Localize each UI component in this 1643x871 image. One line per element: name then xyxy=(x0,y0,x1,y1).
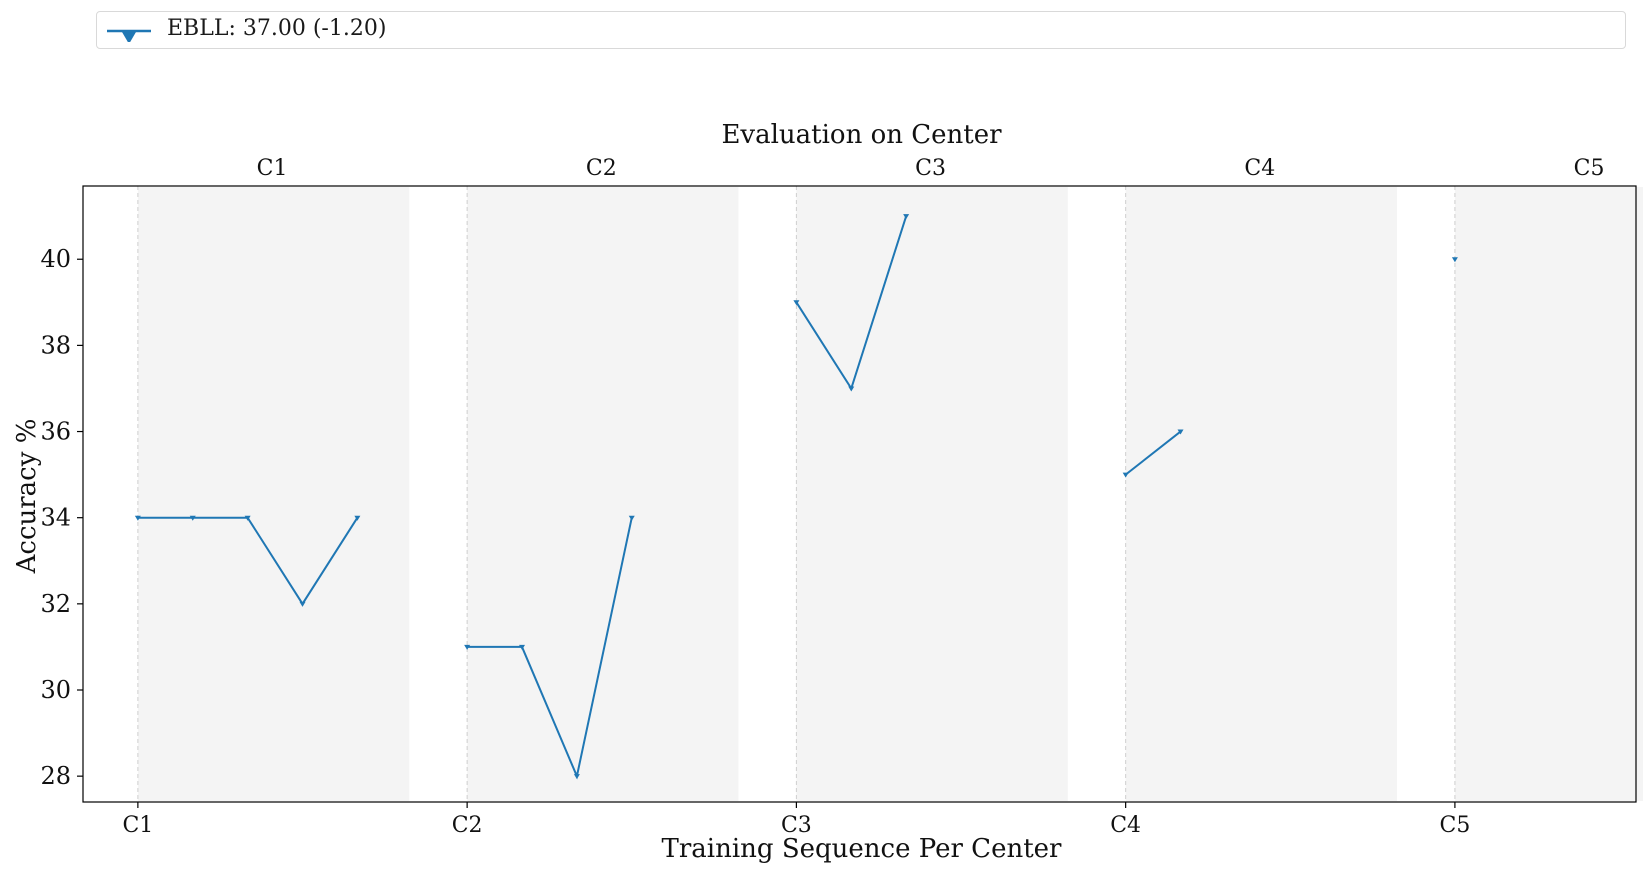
data-point-c1-4 xyxy=(299,601,306,607)
x-tick-c4: C4 xyxy=(1110,813,1141,838)
data-point-c2-2 xyxy=(519,644,526,650)
top-tick-c1: C1 xyxy=(257,156,288,181)
series-line-c4 xyxy=(1125,430,1182,476)
legend-label: EBLL: 37.00 (-1.20) xyxy=(167,16,387,41)
y-tick-32: 32 xyxy=(40,590,71,618)
data-point-c3-2 xyxy=(848,386,855,392)
x-axis-label: Training Sequence Per Center xyxy=(662,834,1062,864)
top-axis: C1 C2 C3 C4 C5 xyxy=(257,156,1605,181)
y-tick-38: 38 xyxy=(40,331,71,359)
series-line-c2 xyxy=(467,517,633,780)
x-tick-c3: C3 xyxy=(781,813,812,838)
top-tick-c4: C4 xyxy=(1244,156,1275,181)
data-point-c5-1 xyxy=(1451,257,1458,263)
x-tick-c5: C5 xyxy=(1439,813,1470,838)
top-tick-c2: C2 xyxy=(586,156,617,181)
data-point-c4-2 xyxy=(1177,429,1184,435)
data-point-c4-1 xyxy=(1122,472,1129,478)
top-tick-c3: C3 xyxy=(915,156,946,181)
x-axis: C1 C2 C3 C4 C5 xyxy=(122,802,1470,838)
y-axis: 28 30 32 34 36 38 40 xyxy=(40,245,83,790)
data-point-c2-1 xyxy=(464,644,471,650)
data-point-c3-1 xyxy=(793,300,800,306)
y-tick-28: 28 xyxy=(40,762,71,790)
data-point-c3-3 xyxy=(903,214,910,220)
data-point-c1-3 xyxy=(244,515,251,521)
legend-swatch-icon xyxy=(107,29,151,42)
plot-frame xyxy=(82,185,1637,803)
top-tick-c5: C5 xyxy=(1574,156,1605,181)
data-point-c2-4 xyxy=(628,515,635,521)
center-band-c5 xyxy=(1454,187,1643,801)
center-band-c1 xyxy=(137,187,410,801)
data-point-c2-3 xyxy=(573,774,580,780)
center-bands xyxy=(137,187,1643,801)
x-tick-c1: C1 xyxy=(122,813,153,838)
data-point-c1-5 xyxy=(354,515,361,521)
center-band-c2 xyxy=(467,187,739,801)
series-points xyxy=(134,214,1458,780)
chart-title: Evaluation on Center xyxy=(721,120,1002,150)
y-tick-40: 40 xyxy=(40,245,71,273)
y-tick-34: 34 xyxy=(40,504,71,532)
legend: EBLL: 37.00 (-1.20) xyxy=(96,11,1626,49)
y-axis-label: Accuracy % xyxy=(12,419,42,575)
center-band-c4 xyxy=(1125,187,1398,801)
data-point-c1-1 xyxy=(134,515,141,521)
grid-lines xyxy=(137,186,1456,802)
data-point-c1-2 xyxy=(189,515,196,521)
x-tick-c2: C2 xyxy=(452,813,483,838)
y-tick-36: 36 xyxy=(40,418,71,446)
y-tick-30: 30 xyxy=(40,676,71,704)
center-band-c3 xyxy=(796,187,1068,801)
